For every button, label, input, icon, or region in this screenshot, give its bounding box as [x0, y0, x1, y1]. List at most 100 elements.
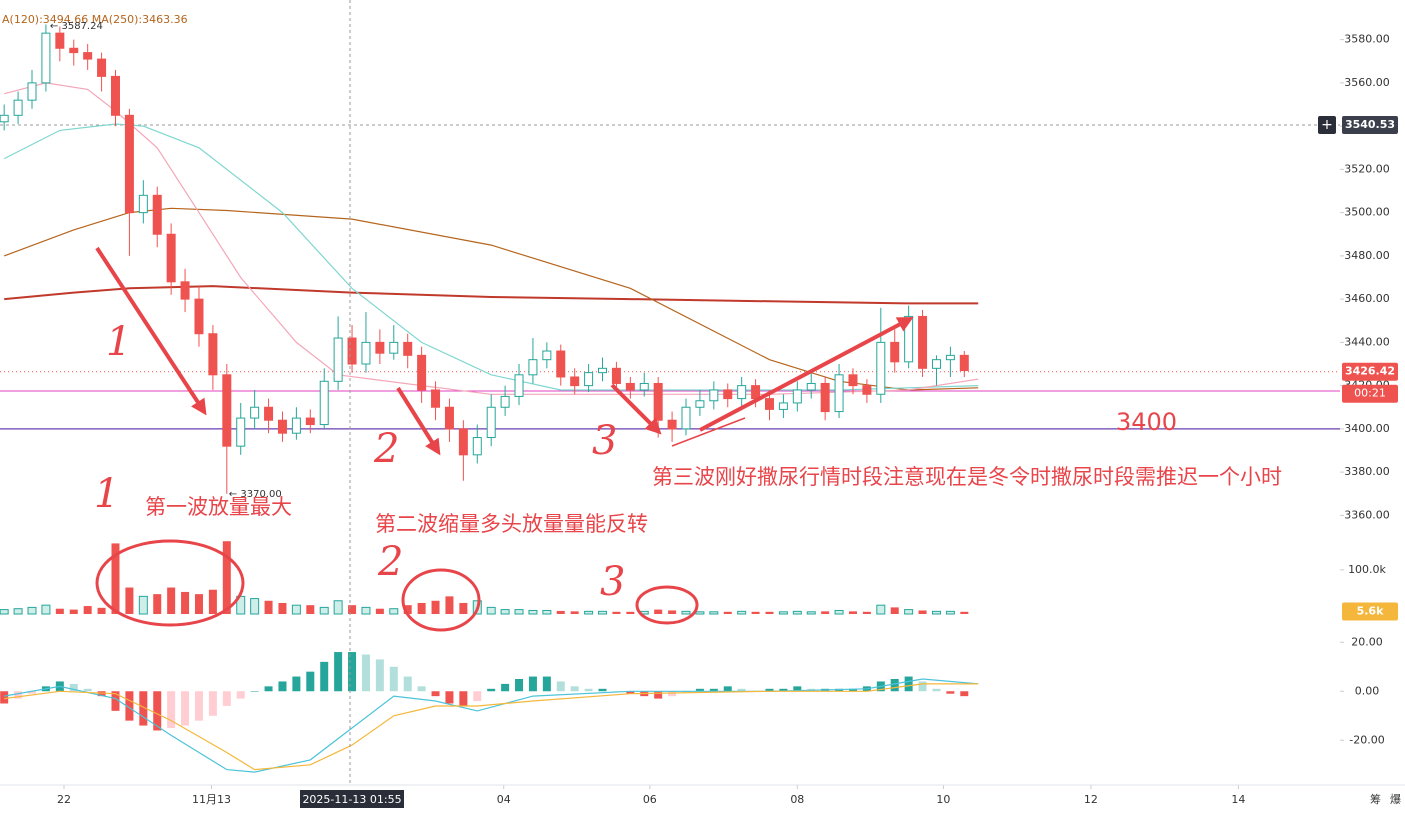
candle-body: [180, 281, 190, 300]
candle-body: [13, 99, 23, 116]
candle-body: [166, 233, 176, 283]
candle-body: [959, 354, 969, 371]
volume-bar: [486, 606, 496, 615]
macd-bar: [960, 691, 969, 697]
volume-bar: [945, 610, 955, 615]
volume-bar: [375, 608, 384, 614]
high-marker: ← 3587.24: [50, 21, 103, 32]
candle-body: [486, 406, 496, 439]
macd-bar: [556, 681, 565, 692]
macd-bar: [487, 688, 496, 692]
volume-bar: [695, 611, 705, 615]
volume-bar: [960, 611, 969, 614]
annotation: 第二波缩量多头放量量能反转: [375, 512, 648, 536]
corner-icon[interactable]: 筹: [1370, 792, 1381, 806]
volume-bar: [361, 606, 371, 615]
volume-bar: [792, 610, 802, 615]
candle-body: [277, 419, 287, 434]
macd-bar: [793, 686, 802, 692]
candle-body: [584, 372, 594, 387]
macd-bar: [194, 691, 203, 721]
y-tick-label: 0.00: [1355, 684, 1380, 697]
x-tick-label: 22: [57, 793, 71, 806]
volume-bar: [612, 611, 621, 614]
plot-area: [0, 24, 979, 773]
volume-bar: [41, 604, 51, 615]
candle-body: [431, 389, 441, 408]
candle-body: [918, 315, 928, 369]
volume-bar: [459, 602, 468, 614]
annotation: 第一波放量最大: [145, 495, 292, 519]
volume-bar: [723, 611, 732, 614]
candle-body: [222, 374, 232, 447]
circle: [635, 585, 699, 625]
macd-bar: [153, 691, 162, 731]
candle-body: [305, 417, 315, 426]
volume-bar: [821, 611, 830, 614]
volume-bar: [125, 587, 134, 614]
candle-body: [41, 32, 51, 84]
candle-body: [848, 374, 858, 387]
ma-line: [3, 123, 979, 391]
macd-bar: [264, 686, 273, 692]
x-tick-label: 14: [1231, 793, 1245, 806]
volume-bar: [528, 609, 538, 615]
macd-bar: [695, 688, 704, 692]
candle-body: [472, 437, 482, 456]
plus-icon[interactable]: +: [1321, 117, 1333, 133]
volume-bar: [69, 609, 78, 614]
candle-body: [611, 367, 621, 384]
volume-bar: [278, 602, 287, 614]
candle-body: [806, 382, 816, 391]
macd-bar: [403, 676, 412, 692]
macd-bar: [473, 691, 482, 702]
macd-bar: [306, 671, 315, 692]
volume-bar: [514, 609, 524, 615]
hand-mark: 1: [94, 471, 119, 517]
volume-bar: [431, 600, 440, 614]
candle-body: [417, 354, 427, 391]
volume-bar: [389, 608, 399, 615]
volume-bar: [918, 610, 927, 614]
volume-bar: [291, 604, 301, 615]
corner-icon[interactable]: 爆: [1390, 792, 1401, 806]
candle-body: [0, 114, 9, 123]
arrow: [95, 246, 207, 416]
candle-body: [110, 75, 120, 116]
candle-body: [69, 47, 79, 54]
circle: [95, 539, 245, 627]
macd-bar: [542, 676, 551, 692]
candle-body: [152, 194, 162, 235]
volume-bar: [806, 611, 816, 615]
candle-body: [444, 406, 454, 430]
candle-body: [834, 374, 844, 413]
volume-bar: [876, 604, 886, 615]
candle-body: [639, 382, 649, 391]
arrow: [699, 317, 914, 432]
macd-bar: [348, 652, 357, 692]
candle-body: [904, 315, 914, 363]
volume-bar: [83, 606, 92, 614]
x-tick-label: 10: [936, 793, 950, 806]
candle-body: [55, 32, 65, 49]
volume-bar: [709, 611, 719, 615]
candle-body: [250, 406, 260, 419]
x-tick-label: 11月13: [192, 793, 231, 806]
crosshair-time: 2025-11-13 01:55: [302, 793, 401, 806]
macd-bar: [334, 652, 343, 692]
candle-body: [598, 367, 608, 374]
y-tick-label: 3460.00: [1344, 292, 1390, 305]
macd-bar: [848, 688, 857, 692]
volume-bar: [167, 587, 176, 614]
volume-bar: [904, 609, 914, 615]
candle-body: [83, 52, 93, 60]
candle-body: [333, 337, 343, 382]
candle-body: [778, 402, 788, 410]
candle-body: [751, 385, 761, 400]
candle-body: [514, 374, 524, 397]
macd-bar: [389, 666, 398, 692]
volume-bar: [138, 595, 148, 615]
macd-bar: [83, 688, 92, 692]
volume-bar: [737, 610, 747, 615]
